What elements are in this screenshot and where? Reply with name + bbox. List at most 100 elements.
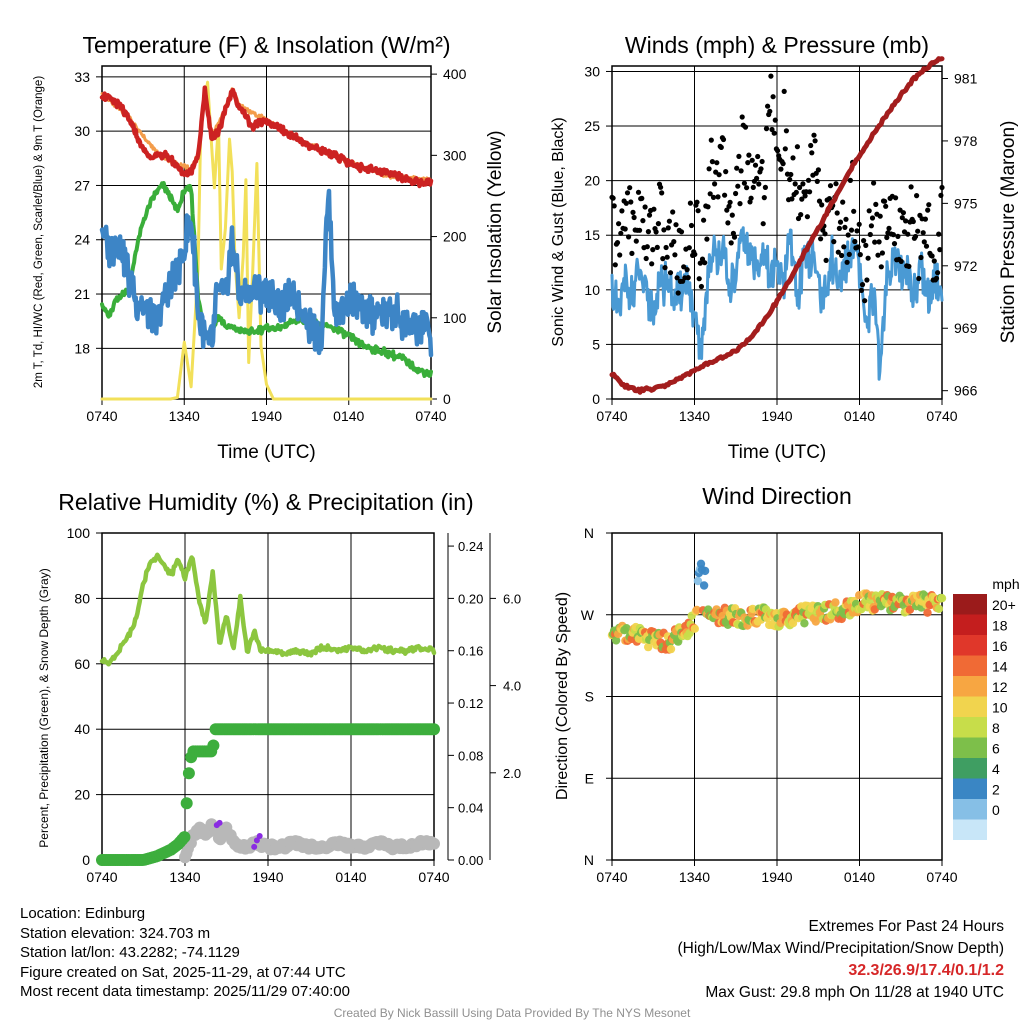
gust-point	[795, 215, 802, 222]
gust-point	[617, 252, 623, 258]
x-tick-label: 0140	[844, 869, 875, 885]
legend-swatch	[953, 819, 987, 840]
gust-point	[614, 240, 621, 246]
gust-point	[840, 199, 846, 205]
gust-point	[770, 94, 776, 100]
gust-point	[822, 231, 828, 237]
gust-point	[798, 212, 804, 218]
gust-point	[687, 200, 694, 206]
gust-point	[715, 194, 721, 200]
direction-point	[622, 624, 631, 633]
gust-point	[915, 228, 921, 234]
y-tick-label-right: 978	[954, 133, 978, 149]
gust-point	[787, 176, 793, 183]
y-tick-label-right2: 6.0	[503, 591, 521, 606]
gust-point	[759, 158, 765, 165]
plot-frame	[611, 65, 943, 400]
legend-label: 2	[992, 782, 1000, 798]
gust-point	[673, 222, 679, 228]
gust-point	[754, 175, 760, 181]
gust-point	[738, 168, 744, 174]
gust-point	[755, 153, 761, 160]
gust-point	[714, 160, 720, 166]
gust-point	[712, 181, 718, 187]
gust-point	[701, 217, 707, 223]
gust-point	[734, 165, 740, 171]
gust-point	[626, 234, 632, 240]
gust-point	[771, 130, 777, 136]
direction-label: N	[584, 525, 594, 541]
gust-point	[790, 155, 796, 161]
gust-point	[854, 228, 860, 234]
y-tick-label-right: 966	[954, 383, 978, 399]
gust-point	[916, 275, 922, 282]
gust-point	[848, 227, 855, 233]
extremes-values: 32.3/26.9/17.4/0.1/1.2	[848, 962, 1004, 979]
precip-point	[207, 739, 220, 752]
gust-point	[920, 230, 926, 236]
gust-point	[723, 169, 729, 175]
direction-point	[811, 617, 820, 626]
gust-point	[627, 185, 633, 191]
gust-point	[650, 247, 656, 253]
gust-point	[763, 126, 770, 132]
gust-point	[799, 196, 805, 202]
x-tick-label: 0740	[418, 869, 449, 885]
purple-marker	[256, 833, 263, 839]
gust-point	[788, 171, 794, 178]
gust-point	[646, 212, 653, 218]
gust-point	[739, 114, 745, 120]
y-tick-label: 20	[74, 787, 90, 803]
gust-point	[742, 124, 749, 130]
gust-point	[778, 166, 784, 172]
gust-point	[781, 88, 787, 94]
legend-swatch	[953, 799, 987, 820]
y-tick-label-right: 0.24	[458, 539, 483, 554]
gust-point	[612, 262, 618, 268]
gust-point	[619, 208, 625, 214]
gust-point	[912, 233, 919, 240]
gust-point	[629, 250, 635, 256]
y-tick-label-right: 0.08	[458, 748, 483, 763]
x-tick-label: 1340	[679, 869, 710, 885]
gust-point	[871, 180, 877, 186]
created-text: Figure created on Sat, 2025-11-29, at 07…	[20, 963, 346, 981]
legend-swatch	[953, 655, 987, 676]
gust-point	[702, 260, 708, 266]
y-tick-label: 27	[74, 177, 90, 193]
chart-title: Winds (mph) & Pressure (mb)	[625, 32, 929, 58]
gust-point	[859, 282, 866, 288]
gust-point	[623, 200, 629, 206]
gust-point	[645, 229, 652, 235]
y-tick-label: 80	[74, 590, 90, 606]
y-tick-label: 0	[82, 852, 90, 868]
gust-point	[842, 224, 848, 230]
gust-point	[748, 195, 754, 201]
gust-point	[931, 258, 937, 264]
legend-swatch	[953, 717, 987, 738]
gust-point	[844, 259, 850, 265]
y-tick-label: 30	[74, 123, 90, 139]
gust-point	[812, 138, 818, 144]
gust-point	[876, 239, 882, 245]
x-tick-label: 1940	[252, 869, 283, 885]
y-tick-label: 5	[592, 336, 600, 352]
plot-frame	[101, 532, 435, 861]
y-tick-label-right: 969	[954, 320, 978, 336]
y-tick-label-right2: 4.0	[503, 679, 521, 694]
gust-point	[762, 184, 769, 190]
y-tick-label: 20	[584, 173, 600, 189]
gust-point	[724, 207, 730, 213]
gust-point	[819, 202, 825, 208]
series-line-wind-chill	[99, 188, 434, 358]
x-tick-label: 0740	[926, 408, 957, 424]
gust-point	[839, 252, 845, 259]
gust-point	[818, 236, 824, 242]
gust-point	[667, 270, 674, 276]
gust-point	[890, 232, 897, 238]
gust-point	[872, 239, 878, 245]
gust-point	[918, 254, 924, 261]
gust-point	[789, 196, 795, 202]
gust-point	[811, 132, 817, 138]
gust-point	[651, 206, 657, 212]
